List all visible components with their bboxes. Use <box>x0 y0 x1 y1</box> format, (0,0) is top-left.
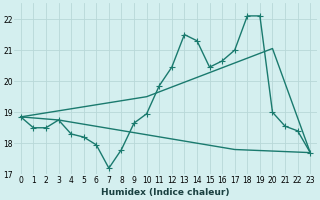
X-axis label: Humidex (Indice chaleur): Humidex (Indice chaleur) <box>101 188 230 197</box>
